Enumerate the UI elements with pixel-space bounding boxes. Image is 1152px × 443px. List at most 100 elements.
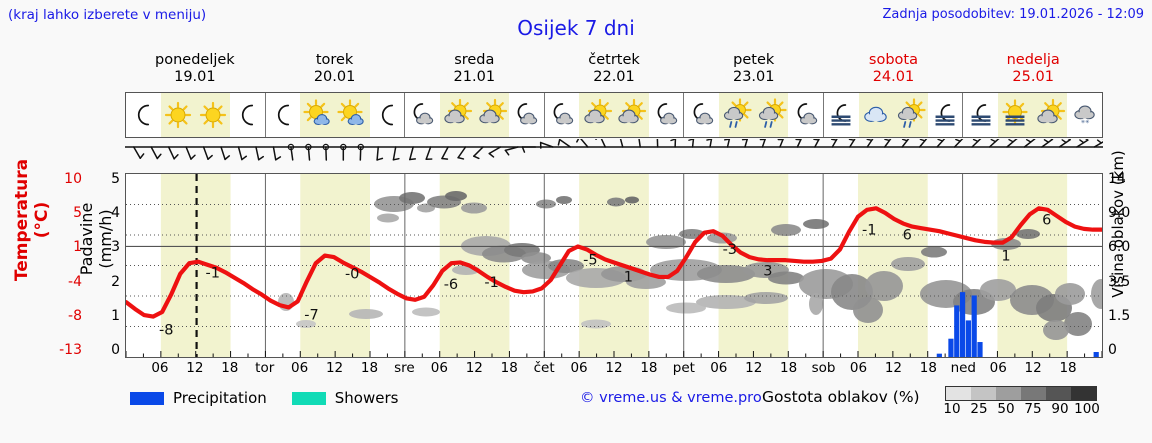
icon-day-0 (126, 93, 266, 137)
day-date: 24.01 (872, 69, 915, 85)
day-name: ponedeljek (155, 52, 235, 68)
moon-cloud-icon (649, 93, 684, 137)
icon-day-5 (824, 93, 964, 137)
icon-day-2 (405, 93, 545, 137)
page-title: Osijek 7 dni (517, 16, 635, 40)
x-label-16: 06 (710, 360, 728, 376)
x-label-15: pet (672, 360, 695, 376)
cloud-sun-icon (439, 93, 475, 137)
precipitation-legend: Precipitation Showers (130, 388, 398, 408)
temp-label-10: -1 (862, 223, 876, 239)
x-label-9: 12 (465, 360, 483, 376)
cloud-density-label-1: 25 (970, 401, 988, 417)
temp-tick-2: 1 (73, 239, 82, 256)
day-header-3: četrtek 22.01 (544, 52, 684, 88)
cloud-density-label-0: 10 (943, 401, 961, 417)
moon-fog-icon (963, 93, 998, 137)
temp-label-0: -8 (159, 323, 173, 339)
precipitation-swatch (130, 391, 164, 405)
x-label-5: 12 (325, 360, 344, 376)
cloud-density-label-3: 75 (1024, 401, 1042, 417)
icon-day-1 (266, 93, 406, 137)
precip-bar-6 (977, 342, 983, 357)
day-name: torek (315, 52, 354, 68)
cloud-snow-icon: ✳ ✳ (1067, 93, 1102, 137)
precipitation-legend-label: Precipitation (173, 389, 267, 407)
showers-swatch (291, 391, 326, 405)
cloud-density-step-3 (1021, 387, 1046, 400)
temp-label-12: 1 (1001, 249, 1010, 265)
sun-icon (160, 93, 196, 137)
temp-label-3: -0 (345, 266, 359, 282)
day-header-0: ponedeljek 19.01 (125, 52, 265, 88)
x-label-11: čet (533, 360, 555, 376)
cloud-sun-icon (614, 93, 649, 137)
day-header-row: ponedeljek 19.01 torek 20.01 sreda 21.01 četrt… (125, 52, 1103, 88)
x-label-14: 18 (640, 360, 658, 376)
icon-day-3 (545, 93, 685, 137)
temp-label-6: -5 (583, 252, 597, 268)
day-date: 21.01 (453, 69, 496, 85)
precip-bar-7 (1093, 352, 1099, 357)
cloud-sun-rain-icon (753, 93, 789, 137)
precip-bar-3 (959, 292, 966, 357)
sun-cloud-icon (334, 93, 370, 137)
cloud-density-label-2: 50 (997, 401, 1015, 417)
x-label-8: 06 (430, 360, 448, 376)
cloud-density-scale-labels: 10 25 50 75 90 100 (938, 401, 1106, 419)
cloud-tick-2: 6.0 (1108, 239, 1131, 256)
x-label-19: sob (811, 360, 836, 376)
day-name: četrtek (588, 52, 640, 68)
moon-cloud-icon (509, 93, 544, 137)
precip-bar-5 (971, 295, 977, 357)
cloud-tick-4: 1.5 (1108, 307, 1131, 324)
cloud-sun-rain-icon (718, 93, 754, 137)
day-date: 23.01 (732, 69, 775, 85)
temp-tick-1: 5 (73, 205, 82, 222)
temp-label-9: 3 (763, 263, 772, 279)
precip-tick-2: 3 (111, 239, 120, 256)
cloud-tick-0: 14 (1108, 171, 1126, 187)
credit-link[interactable]: © vreme.us & vreme.pro (580, 390, 762, 406)
cloud-density-step-2 (996, 387, 1021, 400)
temp-label-13: 6 (1042, 212, 1051, 228)
day-name: sreda (454, 52, 495, 68)
x-label-1: 12 (186, 360, 204, 376)
sun-fog-icon (998, 93, 1033, 137)
cloud-tick-1: 9.0 (1108, 205, 1131, 222)
moon-icon (230, 93, 265, 137)
precipitation-axis-ticks: 5 4 3 2 1 0 (88, 171, 120, 358)
cloud-density-step-0 (946, 387, 971, 400)
sun-icon (195, 93, 230, 137)
precip-tick-0: 5 (111, 171, 120, 187)
x-axis-labels: 06 12 18 tor 06 12 18 sre 06 12 18 čet 06 12 18 pet 06 12… (125, 360, 1103, 378)
day-header-5: sobota 24.01 (824, 52, 964, 88)
temp-tick-0: 10 (64, 171, 82, 187)
cloud-sun-icon (1032, 93, 1068, 137)
moon-cloud-icon (788, 93, 823, 137)
day-date: 19.01 (174, 69, 216, 85)
moon-icon (126, 93, 161, 137)
moon-fog-icon (928, 93, 963, 137)
x-label-17: 12 (745, 360, 763, 376)
cloud-tick-3: 3.5 (1108, 273, 1131, 290)
temp-label-8: -3 (723, 242, 737, 258)
moon-icon (370, 93, 405, 137)
day-name: sobota (868, 52, 918, 68)
cloud-density-label-5: 100 (1074, 401, 1100, 417)
x-label-10: 18 (500, 360, 518, 376)
x-label-24: 06 (989, 360, 1007, 376)
x-label-25: 12 (1024, 360, 1042, 376)
precip-bar-1 (948, 338, 954, 357)
cloud-height-axis-ticks: 14 9.0 6.0 3.5 1.5 0 (1108, 171, 1152, 358)
location-menu-note[interactable]: (kraj lahko izberete v meniju) (8, 7, 207, 23)
cloud-tick-5: 0 (1108, 342, 1117, 358)
cloud-sun-icon (579, 93, 615, 137)
precip-tick-1: 4 (111, 205, 120, 222)
moon-fog-icon (824, 93, 859, 137)
precip-bar-2 (954, 305, 960, 357)
cloud-density-label-4: 90 (1051, 401, 1069, 417)
forecast-plot: -8-1-7-0-6-1-51-33-16161 (125, 173, 1103, 358)
day-date: 22.01 (593, 69, 635, 85)
x-label-7: sre (394, 360, 415, 376)
